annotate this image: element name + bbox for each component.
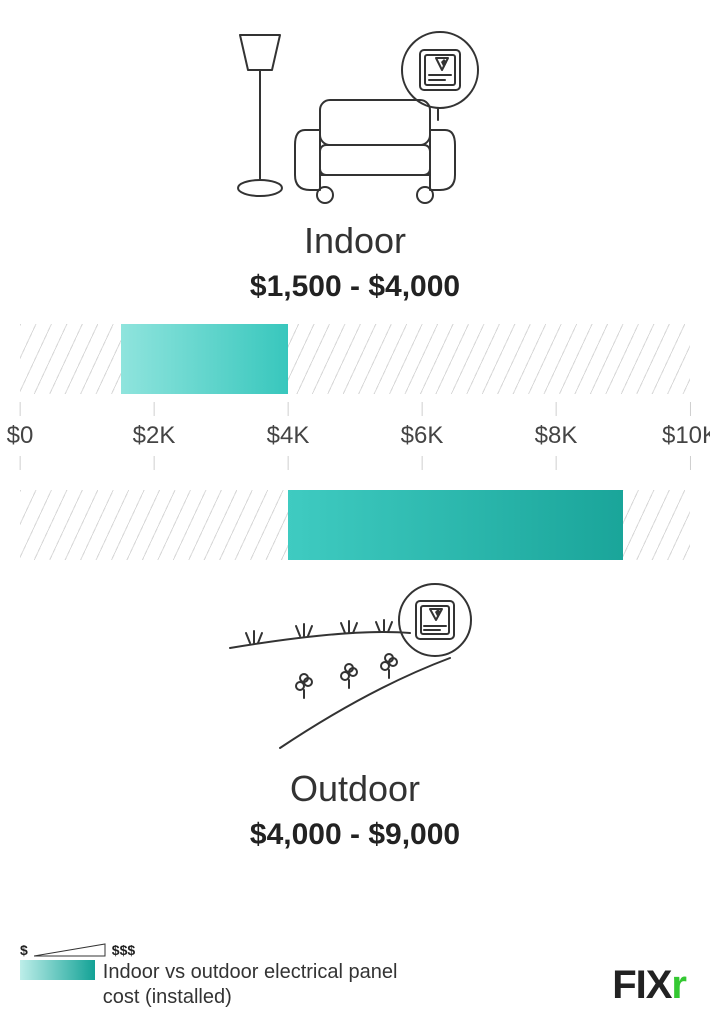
wedge-icon: [34, 943, 106, 957]
indoor-illustration: [20, 20, 690, 210]
legend-high-symbol: $$$: [112, 942, 135, 958]
legend: $ $$$ Indoor vs outdoor electrical panel…: [20, 942, 400, 1010]
axis-tick: $0: [7, 402, 34, 482]
outdoor-illustration: [20, 578, 690, 758]
axis-label: $0: [7, 422, 34, 450]
axis-tick: $2K: [133, 402, 176, 482]
axis-tick: $10K: [662, 402, 710, 482]
garden-panel-icon: [210, 578, 500, 758]
outdoor-price-range: $4,000 - $9,000: [20, 818, 690, 852]
axis-label: $2K: [133, 422, 176, 450]
indoor-price-range: $1,500 - $4,000: [20, 270, 690, 304]
axis-tick: $8K: [535, 402, 578, 482]
logo-r: r: [671, 963, 686, 1007]
axis-label: $10K: [662, 422, 710, 450]
indoor-bar-track: [20, 324, 690, 394]
legend-low-symbol: $: [20, 942, 28, 958]
outdoor-bar-track: [20, 490, 690, 560]
fixr-logo: FIXr: [612, 963, 686, 1008]
price-axis: $0$2K$4K$6K$8K$10K: [20, 402, 690, 482]
indoor-bar-fill: [121, 324, 289, 394]
legend-swatch: [20, 960, 95, 980]
axis-label: $8K: [535, 422, 578, 450]
axis-tick: $6K: [401, 402, 444, 482]
legend-text: Indoor vs outdoor electrical panel cost …: [103, 960, 400, 1010]
axis-tick: $4K: [267, 402, 310, 482]
chart-area: $0$2K$4K$6K$8K$10K: [20, 324, 690, 560]
axis-label: $6K: [401, 422, 444, 450]
outdoor-title: Outdoor: [20, 768, 690, 810]
logo-fix: FIX: [612, 963, 671, 1007]
armchair-lamp-panel-icon: [210, 20, 500, 210]
outdoor-bar-fill: [288, 490, 623, 560]
legend-scale: $ $$$: [20, 942, 400, 958]
indoor-title: Indoor: [20, 220, 690, 262]
axis-label: $4K: [267, 422, 310, 450]
